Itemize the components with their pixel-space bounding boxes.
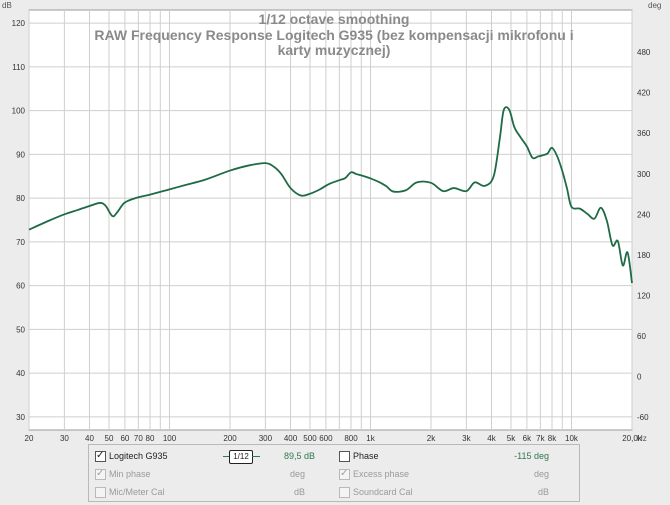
x-tick-label: 40 — [85, 434, 94, 443]
x-tick-label: 20,0k — [622, 434, 643, 443]
y-tick-label: 100 — [12, 107, 26, 116]
x-tick-label: 6k — [523, 434, 532, 443]
y2-tick-label: -60 — [637, 413, 649, 422]
trace-line-icon — [223, 456, 231, 457]
excess-phase-checkbox[interactable]: ✓ — [339, 468, 350, 480]
min-phase-label: Min phase — [109, 469, 151, 479]
x-tick-label: 300 — [259, 434, 273, 443]
y-tick-label: 80 — [16, 194, 25, 203]
x-tick-label: 400 — [284, 434, 298, 443]
y2-tick-label: 0 — [637, 372, 642, 381]
y-tick-labels: 30 40 50 60 70 80 90 100 110 120 — [12, 19, 26, 422]
x-gridlines — [28, 10, 633, 430]
x-tick-label: 600 — [319, 434, 333, 443]
x-tick-label: 50 — [105, 434, 114, 443]
phase-label: Phase — [353, 451, 379, 461]
y2-tick-label: 60 — [637, 332, 646, 341]
y-unit-right: deg — [648, 1, 661, 10]
x-unit: Hz — [637, 434, 647, 443]
y-tick-label: 110 — [12, 63, 25, 72]
chart-subtitle-line-1: RAW Frequency Response Logitech G935 (be… — [94, 27, 573, 43]
y2-tick-label: 240 — [637, 210, 651, 219]
chart-title: 1/12 octave smoothing — [259, 11, 410, 27]
y2-tick-label: 420 — [637, 89, 651, 98]
x-tick-label: 20 — [25, 434, 34, 443]
min-phase-value: deg — [289, 469, 305, 479]
series-line-logitech-g935 — [28, 106, 633, 284]
y-tick-label: 90 — [16, 150, 25, 159]
x-tick-label: 8k — [548, 434, 557, 443]
smoothing-button[interactable]: 1/12 — [229, 450, 253, 464]
x-tick-label: 60 — [120, 434, 129, 443]
x-tick-label: 3k — [462, 434, 471, 443]
x-tick-label: 70 — [134, 434, 143, 443]
chart-subtitle-line-2: karty muzycznej) — [278, 42, 391, 58]
min-phase-checkbox[interactable]: ✓ — [95, 468, 106, 480]
x-tick-label: 1k — [366, 434, 375, 443]
legend-row-logitech: ✓ Logitech G935 1/12 89,5 dB — [95, 449, 335, 467]
mic-cal-value: dB — [293, 487, 305, 497]
y2-tick-label: 360 — [637, 129, 651, 138]
y-tick-label: 50 — [16, 325, 25, 334]
y-tick-label: 40 — [16, 369, 25, 378]
phase-checkbox[interactable] — [339, 451, 350, 462]
excess-phase-value: deg — [533, 469, 549, 479]
mic-cal-checkbox[interactable] — [95, 487, 106, 498]
x-tick-label: 80 — [146, 434, 155, 443]
soundcard-cal-value: dB — [537, 487, 549, 497]
series-layer — [28, 106, 633, 284]
y-tick-label: 60 — [16, 282, 25, 291]
logitech-label: Logitech G935 — [109, 451, 168, 461]
y-gridlines — [29, 22, 632, 418]
x-tick-label: 500 — [303, 434, 317, 443]
y-tick-label: 70 — [16, 238, 25, 247]
legend-panel: ✓ Logitech G935 1/12 89,5 dB Phase -115 … — [88, 444, 580, 502]
y2-tick-label: 180 — [637, 251, 651, 260]
phase-value: -115 deg — [514, 451, 549, 461]
plot-area — [28, 9, 633, 431]
soundcard-cal-label: Soundcard Cal — [353, 487, 413, 497]
y2-tick-label: 120 — [637, 291, 651, 300]
x-tick-label: 7k — [536, 434, 545, 443]
legend-row-phase: Phase -115 deg — [339, 449, 575, 467]
x-tick-label: 100 — [163, 434, 177, 443]
y2-tick-label: 300 — [637, 170, 651, 179]
soundcard-cal-checkbox[interactable] — [339, 487, 350, 498]
y-tick-label: 30 — [16, 413, 25, 422]
x-tick-label: 10k — [565, 434, 579, 443]
trace-line-icon-right — [252, 456, 260, 457]
frequency-response-chart: 20 30 40 50 60 70 80 100 200 300 400 500 600 800 1k 2k 3… — [2, 1, 661, 443]
y-unit-left: dB — [2, 1, 12, 10]
legend-row-excess-phase: ✓ Excess phase deg — [339, 467, 575, 485]
excess-phase-label: Excess phase — [353, 469, 410, 479]
x-tick-label: 200 — [223, 434, 237, 443]
x-tick-label: 30 — [60, 434, 69, 443]
mic-cal-label: Mic/Meter Cal — [109, 487, 165, 497]
logitech-checkbox[interactable]: ✓ — [95, 450, 106, 462]
legend-row-mic-cal: Mic/Meter Cal dB — [95, 485, 335, 503]
logitech-value: 89,5 dB — [283, 451, 315, 461]
x-tick-label: 2k — [427, 434, 436, 443]
checkmark-icon: ✓ — [96, 468, 105, 479]
checkmark-icon: ✓ — [340, 468, 349, 479]
x-tick-label: 800 — [344, 434, 358, 443]
y2-tick-label: 480 — [637, 48, 651, 57]
checkmark-icon: ✓ — [96, 450, 105, 461]
x-tick-label: 4k — [487, 434, 496, 443]
y2-tick-labels: -60 0 60 120 180 240 300 360 420 480 — [637, 48, 651, 422]
y-tick-label: 120 — [12, 19, 26, 28]
x-tick-label: 5k — [507, 434, 516, 443]
legend-row-min-phase: ✓ Min phase deg — [95, 467, 335, 485]
legend-row-soundcard-cal: Soundcard Cal dB — [339, 485, 575, 503]
x-tick-labels: 20 30 40 50 60 70 80 100 200 300 400 500 600 800 1k 2k 3… — [25, 434, 643, 443]
